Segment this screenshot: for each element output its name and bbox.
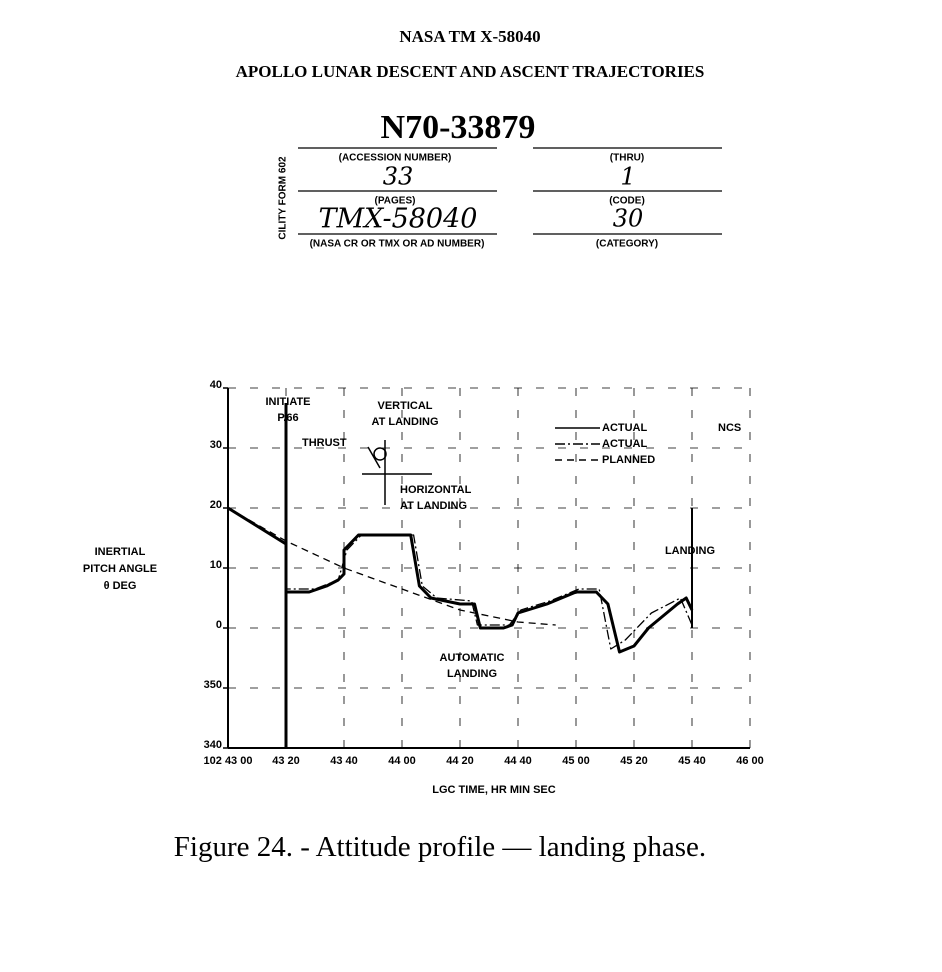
chart: 340 350 0 10 20 30 40 102 43 00 43 20 43 40 44 00 4… xyxy=(83,379,764,796)
x-tick-label: 45 00 xyxy=(562,755,590,767)
legend-label: ACTUAL xyxy=(602,422,647,434)
annotation: AT LANDING xyxy=(400,500,467,512)
form-value: TMX-58040 xyxy=(319,204,478,235)
form-value: 33 xyxy=(383,163,414,191)
x-tick-label: 43 40 xyxy=(330,755,358,767)
y-tick-label: 340 xyxy=(204,739,222,751)
form-label: (THRU) xyxy=(610,153,644,164)
form-side-label: CILITY FORM 602 xyxy=(278,156,289,240)
annotation: VERTICAL xyxy=(378,400,433,412)
legend-label: ACTUAL xyxy=(602,438,647,450)
form-label: (PAGES) xyxy=(375,196,416,207)
y-axis-label: PITCH ANGLE xyxy=(83,563,157,575)
x-tick-label: 46 00 xyxy=(736,755,764,767)
annotation: NCS xyxy=(718,422,741,434)
x-tick-label: 102 43 00 xyxy=(204,755,253,767)
series-line xyxy=(227,506,694,654)
thrust-icon xyxy=(373,447,387,461)
x-tick-label: 45 40 xyxy=(678,755,706,767)
y-tick-label: 350 xyxy=(204,679,222,691)
report-number: NASA TM X-58040 xyxy=(399,27,540,46)
y-axis-label: INERTIAL xyxy=(95,546,146,558)
x-tick-label: 43 20 xyxy=(272,755,300,767)
y-tick-label: 20 xyxy=(210,499,222,511)
y-tick-label: 30 xyxy=(210,439,222,451)
thrust-arrow xyxy=(367,446,381,469)
form-label: (CODE) xyxy=(609,196,645,207)
y-tick-label: 10 xyxy=(210,559,222,571)
annotation: LANDING xyxy=(447,668,497,680)
x-tick-label: 44 40 xyxy=(504,755,532,767)
annotation: THRUST xyxy=(302,437,347,449)
annotation: P.66 xyxy=(277,412,298,424)
x-tick-label: 44 00 xyxy=(388,755,416,767)
annotation: INITIATE xyxy=(265,396,310,408)
form-value: 30 xyxy=(613,205,644,233)
form-label: (CATEGORY) xyxy=(596,239,658,250)
caption: Figure 24. - Attitude profile — landing … xyxy=(173,831,707,863)
annotation: AT LANDING xyxy=(371,416,438,428)
accession-number: N70-33879 xyxy=(381,109,536,146)
annotation: HORIZONTAL xyxy=(400,484,472,496)
x-tick-label: 44 20 xyxy=(446,755,474,767)
form-label: (NASA CR OR TMX OR AD NUMBER) xyxy=(310,239,485,250)
annotation: AUTOMATIC xyxy=(440,652,505,664)
thrust-diagram xyxy=(362,440,432,505)
annotation: LANDING xyxy=(665,545,715,557)
form-value: 1 xyxy=(620,163,635,191)
form xyxy=(298,147,722,235)
x-axis-label: LGC TIME, HR MIN SEC xyxy=(432,784,556,796)
x-tick-label: 45 20 xyxy=(620,755,648,767)
legend-label: PLANNED xyxy=(602,454,655,466)
y-tick-label: 0 xyxy=(216,619,222,631)
y-tick-label: 40 xyxy=(210,379,222,391)
y-axis-label: θ DEG xyxy=(104,580,137,592)
form-label: (ACCESSION NUMBER) xyxy=(339,153,452,164)
report-title: APOLLO LUNAR DESCENT AND ASCENT TRAJECTO… xyxy=(236,62,705,81)
series-line xyxy=(227,507,556,626)
